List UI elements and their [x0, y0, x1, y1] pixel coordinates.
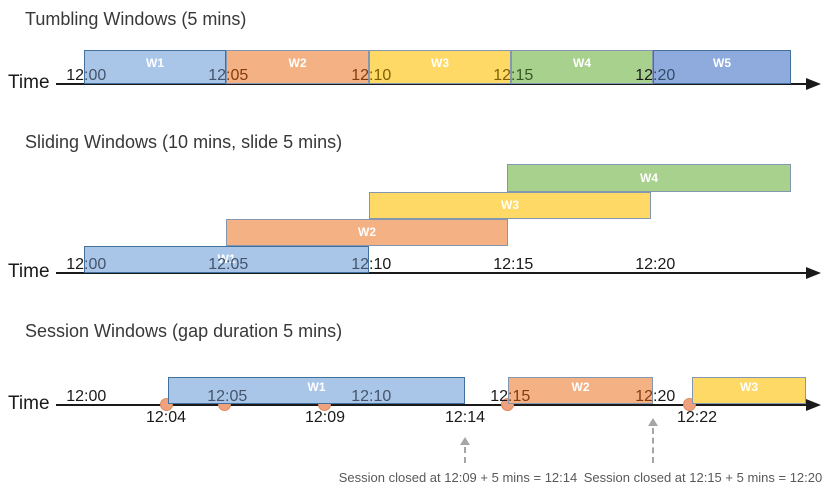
tick-label-left: 12: [635, 67, 653, 84]
axis-arrowhead-icon: [806, 267, 821, 279]
tick-label-right: :10: [369, 67, 392, 84]
window-label: W2: [288, 56, 307, 70]
window-bar-tumbling-w1: W1: [84, 50, 226, 84]
tick-label-left: 12: [351, 256, 369, 273]
time-axis-label-session: Time: [8, 393, 50, 414]
tick-label-left: 12: [635, 388, 653, 405]
tick-label-right: :05: [225, 388, 248, 405]
axis-sublabel: 12:04: [145, 409, 187, 426]
tick-label-left: 12: [351, 388, 369, 405]
window-bar-session-w1: W1: [168, 377, 465, 404]
time-axis-label-tumbling: Time: [8, 72, 50, 93]
window-bar-tumbling-w4: W4: [511, 50, 653, 84]
tick-label-left: 12: [208, 67, 226, 84]
tick-label-left: 12: [66, 388, 84, 405]
window-label: W4: [573, 56, 591, 70]
tick-label-right: :20: [653, 256, 676, 273]
tick-label-right: :05: [226, 256, 249, 273]
window-bar-tumbling-w5: W5: [653, 50, 791, 84]
section-title-tumbling-windows: Tumbling Windows (5 mins): [25, 9, 247, 29]
tick-label-right: :05: [226, 67, 249, 84]
axis-arrowhead-icon: [806, 78, 821, 90]
tick-label-left: 12: [493, 256, 511, 273]
window-label: W1: [217, 252, 236, 266]
window-bar-sliding-w2: W2: [226, 219, 508, 246]
window-label: W5: [713, 56, 731, 70]
axis-sublabel: 12:22: [676, 409, 718, 426]
window-bar-session-w2: W2: [508, 377, 653, 404]
tick-label-right: :00: [84, 256, 107, 273]
tick-label-right: :15: [511, 256, 534, 273]
window-label: W1: [307, 380, 326, 394]
tick-label-left: 12: [66, 67, 84, 84]
session-closed-annotation-2: Session closed at 12:15 + 5 mins = 12:20: [583, 470, 823, 485]
tick-label-left: 12: [493, 67, 511, 84]
window-bar-tumbling-w3: W3: [369, 50, 511, 84]
time-axis-line: [56, 272, 807, 274]
tick-label-right: :00: [84, 388, 107, 405]
window-bar-tumbling-w2: W2: [226, 50, 369, 84]
annotation-arrowhead-icon: [648, 418, 658, 426]
window-label: W1: [146, 56, 164, 70]
tick-label-right: :10: [369, 388, 392, 405]
section-title-session-windows: Session Windows (gap duration 5 mins): [25, 321, 343, 341]
time-axis-line: [56, 83, 807, 85]
axis-arrowhead-icon: [806, 399, 821, 411]
window-bar-session-w3: W3: [692, 377, 806, 404]
section-title-sliding-windows: Sliding Windows (10 mins, slide 5 mins): [25, 132, 343, 152]
annotation-dashed-line: [464, 447, 466, 463]
tick-label-left: 12: [208, 256, 226, 273]
tick-label-left: 12: [66, 256, 84, 273]
annotation-dashed-line: [652, 428, 654, 463]
tick-label-right: :00: [84, 67, 107, 84]
window-bar-sliding-w3: W3: [369, 192, 651, 219]
window-label: W3: [501, 198, 519, 212]
window-bar-sliding-w4: W4: [507, 164, 791, 192]
tick-label-left: 12: [635, 256, 653, 273]
tick-label-right: :10: [369, 256, 392, 273]
window-bar-sliding-w1: W1: [84, 246, 369, 273]
tick-label-left: 12: [351, 67, 369, 84]
tick-label-right: :20: [653, 388, 676, 405]
window-label: W2: [571, 380, 590, 394]
session-closed-annotation-1: Session closed at 12:09 + 5 mins = 12:14: [338, 470, 578, 485]
annotation-arrowhead-icon: [460, 437, 470, 445]
tick-label-right: :15: [508, 388, 531, 405]
window-label: W3: [431, 56, 449, 70]
tick-label-right: :15: [511, 67, 534, 84]
axis-sublabel: 12:14: [444, 409, 486, 426]
window-label: W3: [740, 380, 758, 394]
axis-sublabel: 12:09: [304, 409, 346, 426]
time-axis-line: [56, 404, 807, 406]
window-label: W4: [640, 170, 658, 185]
window-label: W2: [358, 225, 376, 239]
tick-label-right: :20: [653, 67, 676, 84]
tick-label-left: 12: [207, 388, 225, 405]
time-axis-label-sliding: Time: [8, 261, 50, 282]
tick-label-left: 12: [490, 388, 508, 405]
